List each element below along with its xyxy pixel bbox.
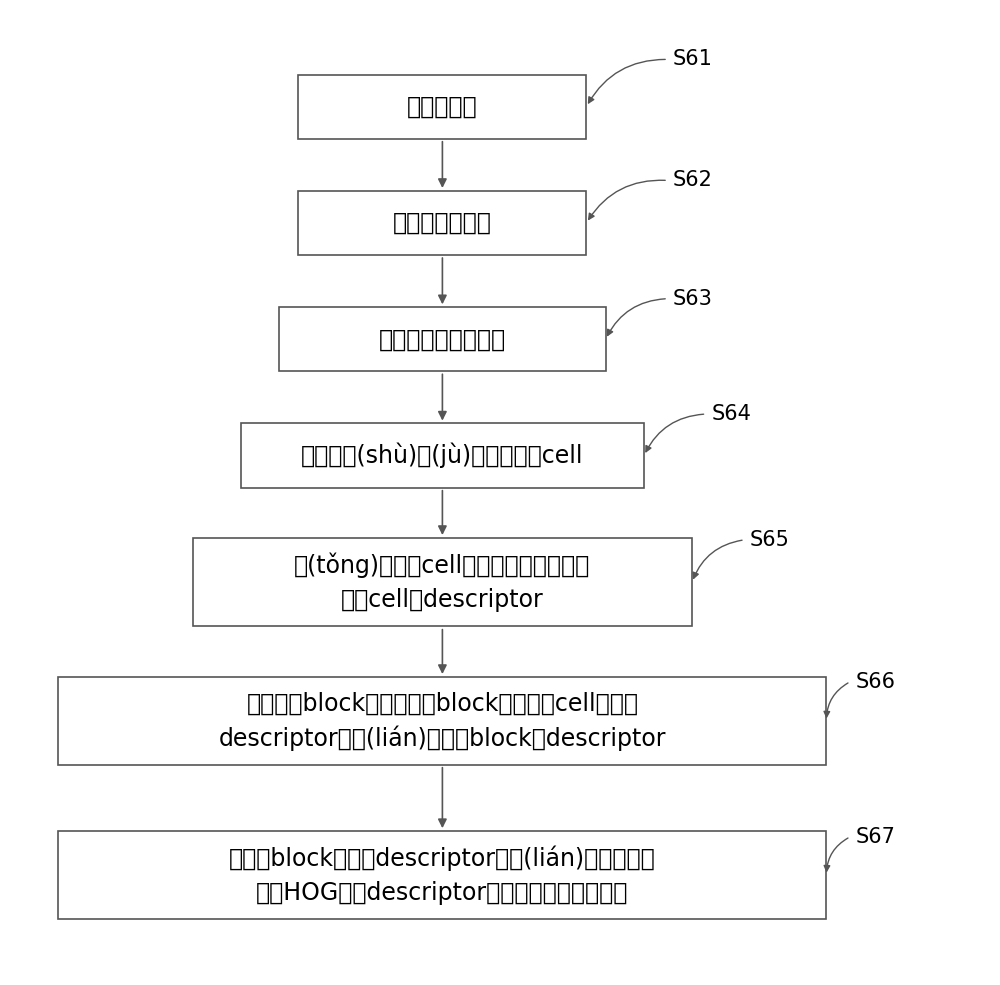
FancyBboxPatch shape [298, 75, 586, 139]
Text: 灰度化處理: 灰度化處理 [407, 95, 478, 119]
Text: S66: S66 [855, 672, 895, 691]
Text: 統(tǒng)計每個cell的梯度直方圖，形成
每個cell的descriptor: 統(tǒng)計每個cell的梯度直方圖，形成 每個cell的descripto… [294, 553, 591, 612]
Text: 將圖像數(shù)據(jù)劃分為多個cell: 將圖像數(shù)據(jù)劃分為多個cell [301, 443, 584, 469]
Text: S67: S67 [855, 826, 895, 847]
FancyBboxPatch shape [58, 831, 826, 919]
Text: 將所有block的特征descriptor串聯(lián)后得到該圖
像的HOG特征descriptor供分類使用的特征向量: 將所有block的特征descriptor串聯(lián)后得到該圖 像的HOG… [229, 846, 656, 905]
Text: S62: S62 [673, 170, 713, 190]
Text: S61: S61 [673, 49, 713, 69]
Text: S64: S64 [711, 404, 751, 424]
Text: 組成一個block，且將一個block內的所有cell的特征
descriptor串聯(lián)，得到block的descriptor: 組成一個block，且將一個block內的所有cell的特征 descripto… [219, 691, 666, 752]
Text: S65: S65 [750, 530, 789, 550]
FancyBboxPatch shape [58, 678, 826, 765]
Text: S63: S63 [673, 289, 713, 308]
Text: 計算每個像素的梯度: 計算每個像素的梯度 [379, 327, 506, 352]
FancyBboxPatch shape [279, 307, 606, 371]
FancyBboxPatch shape [241, 424, 644, 488]
FancyBboxPatch shape [193, 539, 692, 626]
Text: 顏色空間標準化: 顏色空間標準化 [393, 211, 492, 235]
FancyBboxPatch shape [298, 191, 586, 255]
